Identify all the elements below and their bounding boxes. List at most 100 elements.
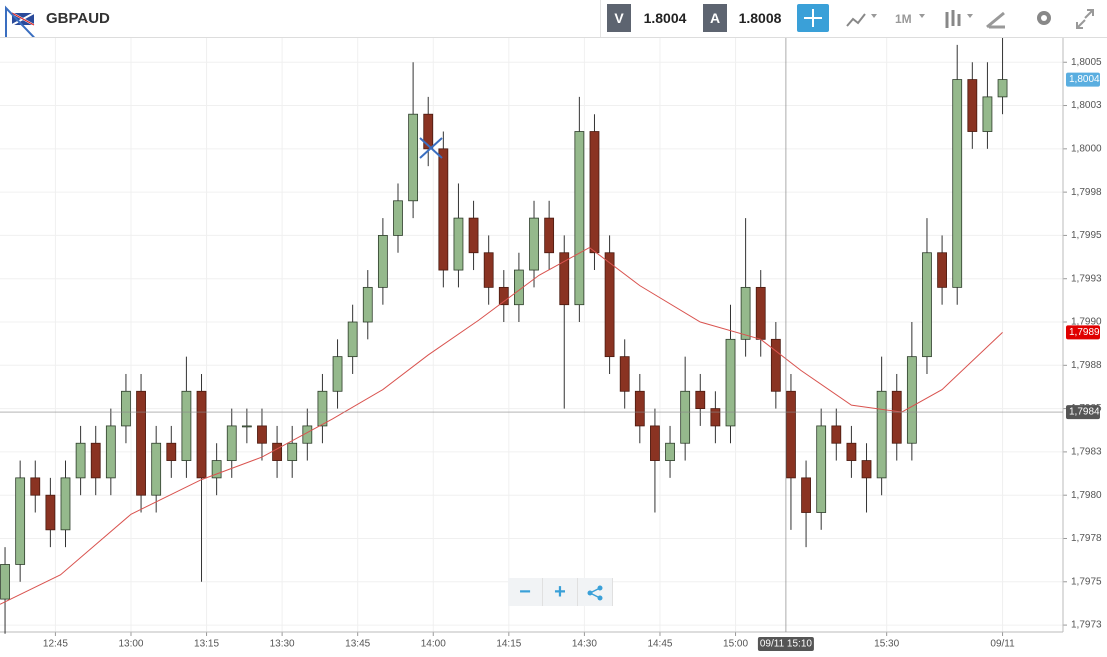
candle-body [574,131,585,306]
candle-body [423,113,434,150]
candle-body [408,113,419,202]
candle-body [347,321,358,358]
candle-body [166,442,177,461]
x-tick-label: 13:00 [118,639,143,650]
candle-body [136,390,146,496]
price-label: 1,7989 [1069,327,1100,338]
candle-body [982,96,993,132]
candle-body [377,235,388,288]
candle-body [997,79,1008,98]
candle-body [75,442,86,479]
candle-body [906,356,917,444]
price-label-bg [1066,72,1100,87]
x-tick-label: 13:15 [194,639,219,650]
x-tick-label: 14:30 [572,639,597,650]
y-tick-label: 1,7983 [1071,447,1102,458]
y-tick-label: 1,7980 [1071,490,1102,501]
candle-body [529,217,539,271]
candle-body [544,217,555,254]
sell-price[interactable]: 1.8004 [643,10,687,26]
zoom-controls: − + [508,578,613,606]
candle-body [650,425,660,461]
crosshair-x-bg [757,637,814,651]
candle-body [831,425,842,444]
share[interactable] [578,578,613,606]
candle-body [438,148,449,271]
candle-body [483,252,494,288]
y-tick-label: 1,8003 [1071,100,1102,111]
candle-body [317,390,328,427]
corner-icons [5,5,35,37]
buy-label[interactable]: A [703,4,727,32]
candle-body [770,338,781,392]
candle-body [589,131,600,254]
candle-body [15,477,26,565]
candle-body [816,425,827,513]
x-tick-label: 14:45 [647,639,672,650]
zoom-out[interactable]: − [508,578,543,606]
candle-body [151,442,162,496]
y-tick-label: 1,8005 [1071,57,1102,68]
candle-body [332,356,343,392]
y-tick-label: 1,7998 [1071,187,1102,198]
candle-body [241,425,252,428]
tool-icons[interactable] [795,0,1105,37]
candle-body [0,564,10,600]
x-tick-label: 15:30 [874,639,899,650]
y-tick-label: 1,7975 [1071,576,1102,587]
candle-body [876,390,887,479]
candle-body [468,217,479,254]
drawing-marker [419,137,443,159]
y-tick-label: 1,7993 [1071,273,1102,284]
candle-body [801,477,811,513]
candle-body [257,425,267,444]
candle-body [861,460,872,479]
x-tick-label: 15:00 [723,639,748,650]
candle-body [786,390,796,479]
candle-body [604,252,615,358]
candle-body [559,252,570,306]
zoom-in[interactable]: + [543,578,578,606]
sell-label[interactable]: V [607,4,631,32]
candle-body [498,286,509,306]
candle-body [922,252,932,358]
candle-body [60,477,71,531]
candle-body [740,286,751,340]
candle-body [725,338,736,427]
candle-body [695,390,706,410]
candle-body [665,442,675,461]
candle-body [680,390,691,444]
candle-body [105,425,116,479]
crosshair-y-label: 1,7984 [1069,407,1100,418]
candle-body [45,494,56,531]
candle-body [226,425,237,461]
y-tick-label: 1,8000 [1071,143,1102,154]
price-label-bg [1066,325,1100,340]
timeframe[interactable]: 1M [895,12,912,26]
candle-body [891,390,902,444]
symbol: GBPAUD [46,10,110,27]
y-tick-label: 1,7988 [1071,360,1102,371]
price-label: 1,8004 [1069,74,1100,85]
x-tick-label: 14:00 [421,639,446,650]
candle-body [619,356,630,392]
candle-body [755,286,766,340]
candle-body [952,79,963,288]
crosshair-x-label: 09/11 15:10 [760,639,813,650]
candle-body [30,477,41,496]
x-tick-label: 13:30 [270,639,295,650]
candle-body [90,442,101,479]
y-tick-label: 1,7978 [1071,533,1102,544]
candle-body [634,390,645,427]
chart: 1,8005 1,8003 1,8000 1,7998 1,7995 1,7993 1,79… [0,38,1102,651]
candle-body [967,79,978,132]
candle-body [846,442,857,461]
candle-body [362,286,373,323]
candle-body [211,460,222,479]
y-tick-label: 1,7995 [1071,230,1102,241]
candle-body [453,217,464,271]
y-tick-label: 1,7973 [1071,620,1102,631]
toolbar: GBPAUD V 1.8004 A 1.8008 1M [0,0,1107,38]
buy-price[interactable]: 1.8008 [738,10,782,26]
